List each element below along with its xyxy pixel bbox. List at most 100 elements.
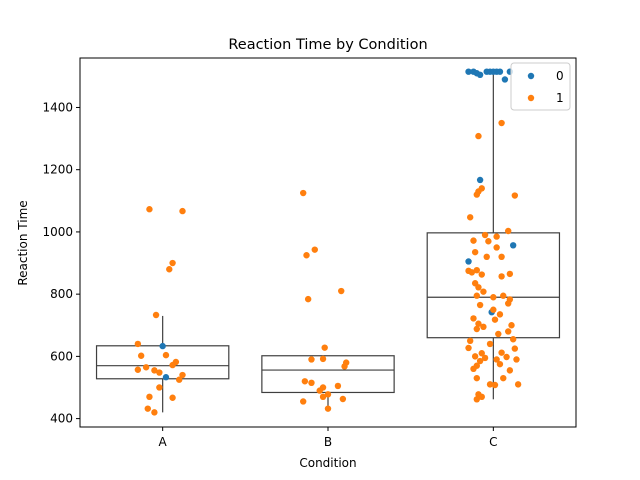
data-point-series-1 bbox=[500, 374, 507, 382]
data-point-series-1 bbox=[300, 398, 307, 405]
data-point-series-1 bbox=[321, 344, 328, 351]
data-point-series-0 bbox=[465, 258, 472, 265]
data-point-series-1 bbox=[304, 295, 312, 303]
data-point-series-1 bbox=[485, 238, 492, 245]
data-point-series-1 bbox=[496, 360, 504, 368]
data-point-series-1 bbox=[339, 395, 347, 403]
data-point-series-1 bbox=[475, 320, 482, 327]
data-point-series-1 bbox=[498, 349, 505, 356]
data-point-series-1 bbox=[134, 366, 142, 373]
legend-marker-0 bbox=[527, 72, 535, 80]
data-point-series-1 bbox=[473, 266, 480, 274]
y-tick-label: 1200 bbox=[42, 163, 73, 177]
data-point-series-0 bbox=[509, 242, 517, 249]
data-point-series-1 bbox=[505, 328, 512, 335]
data-point-series-1 bbox=[498, 253, 505, 261]
data-point-series-0 bbox=[465, 68, 472, 75]
data-point-series-1 bbox=[483, 253, 490, 261]
legend-marker-1 bbox=[527, 94, 535, 102]
data-point-series-1 bbox=[156, 369, 163, 376]
data-point-series-0 bbox=[501, 76, 509, 83]
data-point-series-1 bbox=[324, 405, 332, 412]
data-point-series-1 bbox=[156, 384, 163, 391]
data-point-series-1 bbox=[476, 301, 484, 309]
y-tick-label: 800 bbox=[50, 287, 73, 301]
data-point-series-0 bbox=[476, 176, 484, 184]
data-point-series-1 bbox=[495, 330, 502, 338]
data-point-series-1 bbox=[179, 207, 186, 215]
x-tick-label: B bbox=[324, 435, 332, 449]
data-point-series-1 bbox=[500, 292, 507, 299]
x-axis: A B C bbox=[159, 427, 498, 449]
data-point-series-1 bbox=[311, 246, 318, 253]
data-point-series-1 bbox=[480, 288, 487, 295]
data-point-series-1 bbox=[511, 192, 519, 199]
data-point-series-1 bbox=[481, 231, 489, 239]
data-point-series-1 bbox=[490, 294, 497, 301]
data-point-series-1 bbox=[166, 266, 173, 273]
y-axis: 400 600 800 1000 1200 1400 bbox=[42, 100, 80, 426]
data-point-series-1 bbox=[475, 132, 482, 140]
data-point-series-1 bbox=[486, 381, 494, 388]
data-point-series-1 bbox=[491, 316, 499, 323]
data-point-series-1 bbox=[152, 311, 160, 319]
data-point-series-1 bbox=[151, 367, 158, 374]
data-point-series-1 bbox=[308, 379, 315, 387]
data-point-series-1 bbox=[493, 356, 500, 363]
data-point-series-1 bbox=[137, 352, 145, 359]
data-point-series-1 bbox=[486, 340, 494, 348]
box-iqr bbox=[95, 345, 230, 380]
legend-frame bbox=[510, 62, 571, 111]
data-point-series-1 bbox=[496, 311, 504, 318]
data-point-series-1 bbox=[465, 344, 472, 352]
data-point-series-1 bbox=[478, 350, 485, 357]
data-point-series-1 bbox=[324, 391, 332, 398]
data-point-series-1 bbox=[134, 340, 142, 348]
data-point-series-1 bbox=[471, 353, 479, 360]
y-tick-label: 1000 bbox=[42, 225, 73, 239]
x-tick-label: C bbox=[489, 435, 497, 449]
data-point-series-1 bbox=[303, 252, 310, 259]
data-point-series-1 bbox=[473, 396, 480, 403]
data-point-series-1 bbox=[473, 325, 480, 333]
data-point-series-1 bbox=[470, 237, 477, 244]
data-point-series-1 bbox=[508, 322, 515, 329]
data-point-series-0 bbox=[162, 374, 170, 381]
data-point-series-1 bbox=[506, 270, 514, 278]
data-point-series-1 bbox=[505, 300, 512, 307]
data-point-series-1 bbox=[476, 357, 484, 365]
data-point-series-1 bbox=[334, 382, 342, 390]
data-point-series-1 bbox=[480, 323, 487, 331]
data-point-series-1 bbox=[481, 354, 489, 362]
data-point-series-1 bbox=[144, 405, 151, 412]
data-point-series-1 bbox=[341, 363, 348, 370]
y-tick-label: 400 bbox=[50, 412, 73, 426]
data-point-series-1 bbox=[475, 188, 482, 195]
data-point-series-1 bbox=[301, 378, 309, 385]
x-axis-label: Condition bbox=[299, 456, 356, 470]
data-point-series-1 bbox=[176, 376, 183, 383]
box-iqr bbox=[426, 232, 561, 339]
data-point-series-1 bbox=[468, 269, 476, 276]
data-point-series-1 bbox=[466, 214, 474, 221]
data-point-series-1 bbox=[169, 361, 176, 369]
data-point-series-1 bbox=[475, 284, 482, 291]
data-point-series-1 bbox=[503, 353, 510, 361]
y-tick-label: 1400 bbox=[42, 100, 73, 114]
data-point-series-1 bbox=[498, 273, 505, 280]
data-point-series-1 bbox=[498, 119, 505, 127]
data-point-series-1 bbox=[169, 394, 176, 401]
data-point-series-1 bbox=[162, 351, 170, 359]
data-point-series-1 bbox=[470, 315, 477, 322]
data-point-series-1 bbox=[513, 356, 520, 363]
chart-title: Reaction Time by Condition bbox=[228, 37, 427, 53]
data-point-series-1 bbox=[505, 227, 512, 235]
data-point-series-1 bbox=[478, 393, 485, 401]
data-point-series-0 bbox=[159, 342, 166, 350]
data-point-series-1 bbox=[509, 336, 517, 343]
legend-label-1: 1 bbox=[556, 91, 564, 105]
y-axis-label: Reaction Time bbox=[16, 200, 30, 285]
data-point-series-0 bbox=[476, 71, 484, 79]
data-point-series-1 bbox=[319, 355, 327, 363]
